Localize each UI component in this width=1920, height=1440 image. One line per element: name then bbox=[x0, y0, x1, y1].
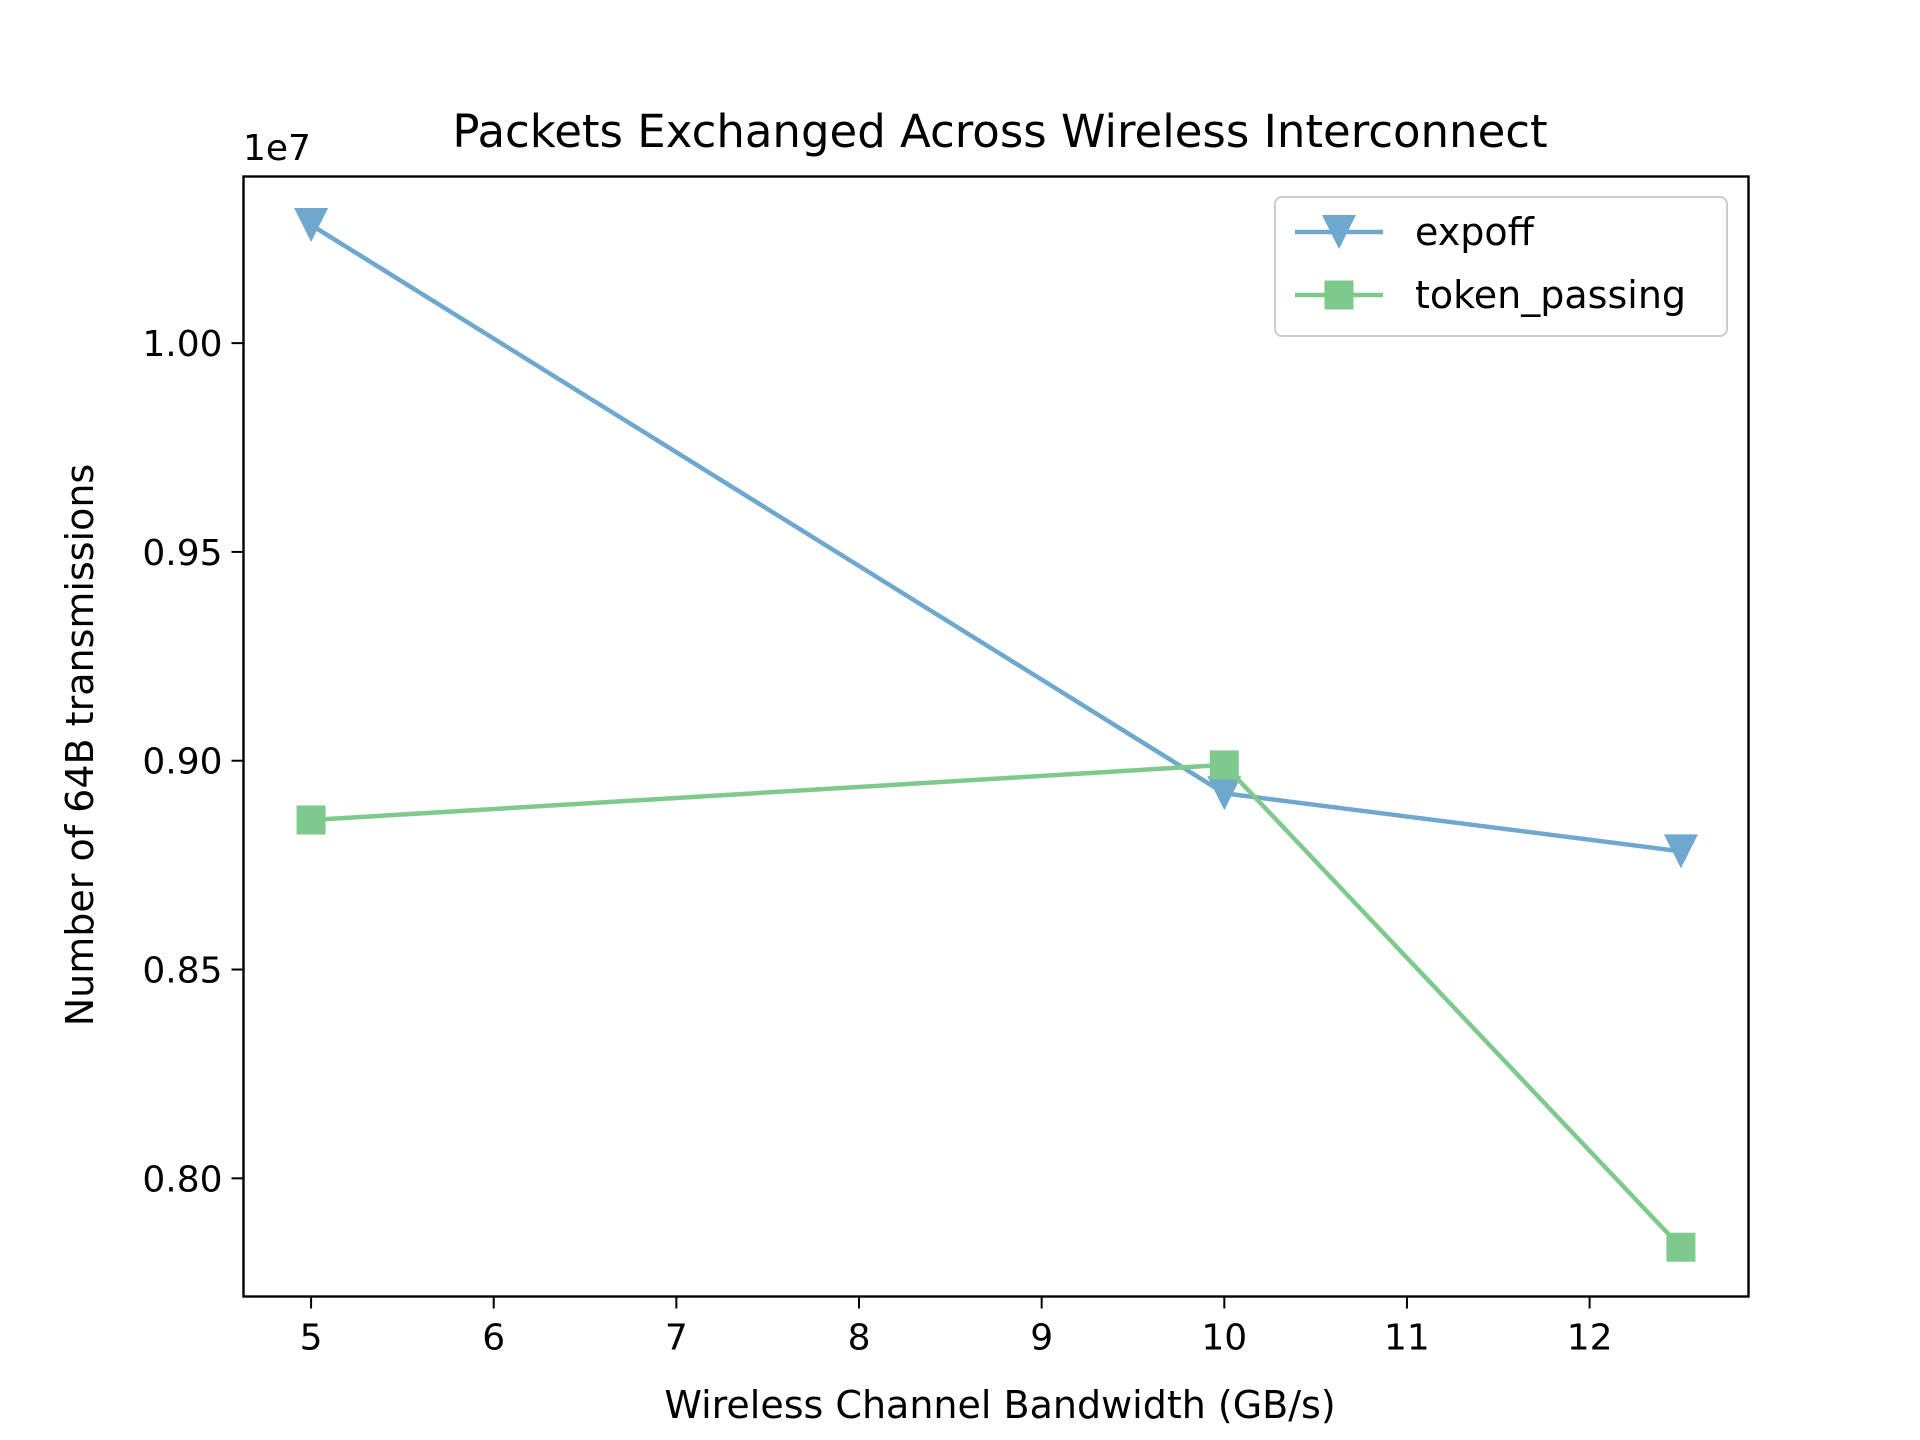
y-tick-label: 1.00 bbox=[142, 324, 222, 365]
x-tick-label: 10 bbox=[1201, 1318, 1247, 1359]
chart-title: Packets Exchanged Across Wireless Interc… bbox=[452, 105, 1547, 158]
y-axis: 0.80 0.85 0.90 0.95 1.00 bbox=[142, 324, 244, 1200]
data-point-token_passing bbox=[296, 805, 326, 835]
x-axis-title: Wireless Channel Bandwidth (GB/s) bbox=[664, 1383, 1335, 1427]
x-tick-label: 12 bbox=[1567, 1318, 1613, 1359]
data-point-token_passing bbox=[1666, 1232, 1696, 1262]
y-offset-label: 1e7 bbox=[243, 128, 311, 169]
y-tick-label: 0.95 bbox=[142, 533, 222, 574]
x-tick-label: 8 bbox=[848, 1318, 871, 1359]
x-tick-label: 9 bbox=[1030, 1318, 1053, 1359]
plot-frame bbox=[242, 175, 1750, 1298]
series-layer bbox=[294, 207, 1698, 1262]
data-point-expoff bbox=[1663, 834, 1698, 869]
legend-label: token_passing bbox=[1415, 273, 1686, 317]
x-axis: 5 6 7 8 9 10 11 12 bbox=[300, 1296, 1613, 1359]
y-tick-label: 0.90 bbox=[142, 742, 222, 783]
x-tick-label: 6 bbox=[482, 1318, 505, 1359]
x-tick-label: 11 bbox=[1384, 1318, 1430, 1359]
y-tick-label: 0.80 bbox=[142, 1159, 222, 1200]
data-point-token_passing bbox=[1209, 750, 1239, 780]
legend-label: expoff bbox=[1415, 210, 1535, 254]
legend-box bbox=[1274, 196, 1728, 337]
x-tick-label: 5 bbox=[300, 1318, 323, 1359]
data-point-expoff bbox=[294, 207, 329, 242]
legend-marker-expoff bbox=[1322, 215, 1356, 249]
x-tick-label: 7 bbox=[665, 1318, 688, 1359]
y-axis-title: Number of 64B transmissions bbox=[58, 464, 102, 1027]
legend: expoff token_passing bbox=[1274, 196, 1728, 337]
legend-marker-token_passing bbox=[1324, 280, 1354, 310]
data-point-expoff bbox=[1207, 776, 1242, 811]
y-tick-label: 0.85 bbox=[142, 951, 222, 992]
